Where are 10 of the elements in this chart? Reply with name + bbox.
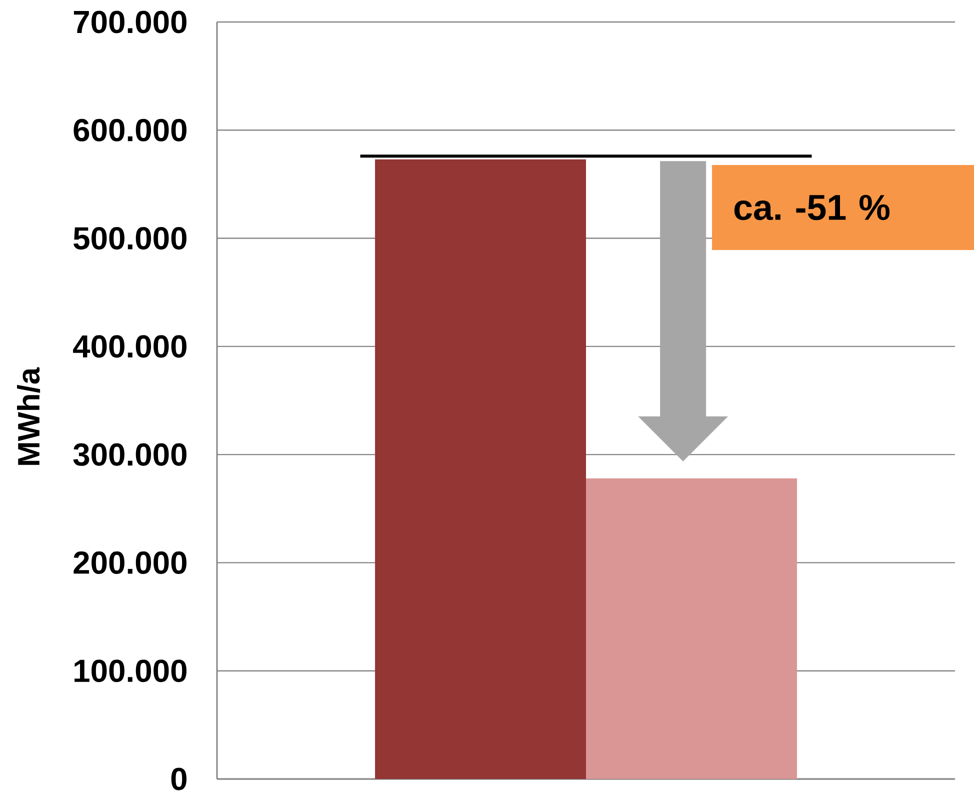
y-tick-label: 500.000 (74, 227, 186, 250)
y-tick-label: 0 (171, 768, 186, 790)
y-tick-label: 400.000 (73, 335, 186, 358)
y-tick-label: 700.000 (74, 10, 186, 34)
y-tick-label: 300.000 (73, 443, 186, 466)
annotation: ca. -51 % (734, 194, 890, 220)
y-tick-label: 200.000 (74, 551, 186, 574)
y-tick-label: 100.000 (74, 660, 186, 682)
y-axis-title: MWh/a (17, 367, 40, 465)
y-tick-label: 600.000 (74, 118, 186, 142)
